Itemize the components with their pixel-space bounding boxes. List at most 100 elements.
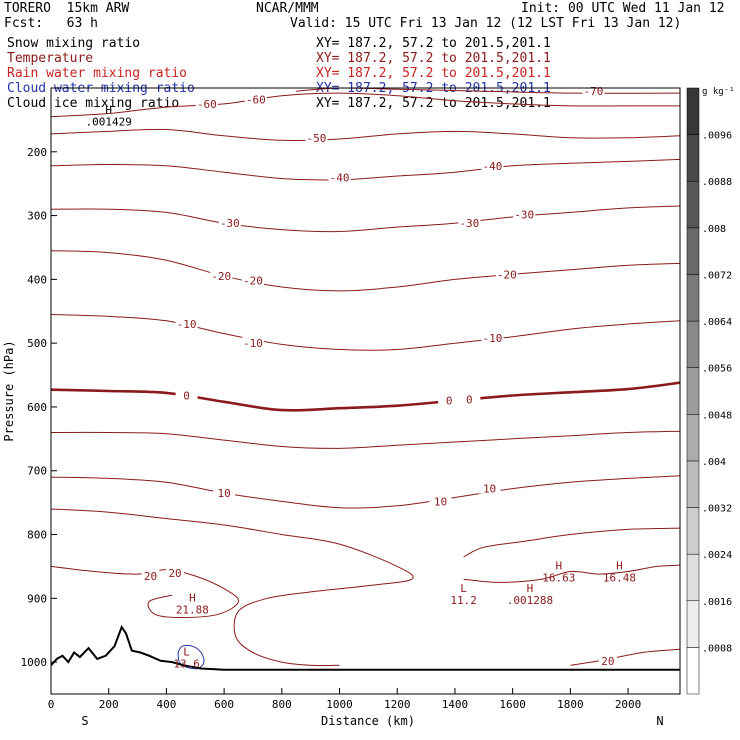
colorbar-swatch [686,647,700,695]
y-tick-label: 900 [27,592,47,605]
isotherm-label-bg [598,654,617,666]
isotherm-label-bg [210,270,233,282]
isotherm-label: -30 [220,217,240,230]
extremum-value: 16.63 [542,572,575,585]
isotherm-label: 20 [601,655,614,668]
isotherm-label: -50 [307,132,327,145]
y-tick-label: 1000 [21,656,48,669]
isotherm-label-bg [481,332,504,344]
colorbar-label: .0048 [702,410,732,421]
field-temp-name: Temperature [7,51,94,66]
colorbar-swatch [686,274,700,322]
isotherm-label-bg [241,274,264,286]
colorbar-label: .0024 [702,550,732,561]
extremum-marker: H [527,582,534,595]
field-rain-xy: XY= 187.2, 57.2 to 201.5,201.1 [316,66,551,81]
y-tick-label: 700 [27,465,47,478]
y-tick-label: 600 [27,401,47,414]
extremum-marker: H [189,592,196,605]
colorbar: .0008 .0016 .0024 .0032 .004 .0048 .0056 .0064.… [686,87,735,695]
isotherm-label: -20 [211,270,231,283]
colorbar-label: .0096 [702,131,732,142]
isotherm-label: 0 [466,393,473,406]
colorbar-label: .0016 [702,597,732,608]
y-tick-label: 500 [27,337,47,350]
isotherm-label: -60 [197,98,217,111]
isotherm-label: -10 [243,337,263,350]
x-tick-label: 600 [214,698,234,711]
field-snow-name: Snow mixing ratio [7,36,141,51]
y-tick-label: 200 [27,146,47,159]
isotherm-label-bg [141,569,160,581]
plot-frame [50,87,681,695]
y-tick-label: 800 [27,529,47,542]
isotherm-label-bg [175,318,198,330]
colorbar-swatch [686,553,700,602]
warm-isotherm-line [570,648,681,666]
model-name: TORERO 15km ARW [4,1,130,16]
isotherm-label: -10 [483,332,503,345]
direction-north: N [656,714,663,728]
isotherm-line [50,250,681,292]
isotherm-label-bg [458,217,481,229]
extremum-value: 21.88 [176,604,209,617]
extremum-value: 13.6 [173,658,200,671]
field-cloudice-name: Cloud ice mixing ratio [7,96,180,111]
x-tick-label: 1000 [326,698,353,711]
isotherm-label-bg [429,495,452,507]
isotherm-label-bg [305,131,328,143]
warm-isotherm-line [463,564,681,583]
warm-isotherm-line [50,565,240,619]
colorbar-label: .0008 [702,643,732,654]
isotherm-layer [50,87,681,670]
colorbar-unit: g kg⁻¹ [702,87,735,97]
direction-south: S [81,714,88,728]
x-tick-label: 400 [156,698,176,711]
warm-isotherm-line [50,508,414,667]
terrain-layer [50,624,680,671]
isotherm-label: 10 [483,483,496,496]
isotherm-label-bg [495,268,518,280]
colorbar-swatch [686,134,700,182]
colorbar-swatch [686,87,700,135]
terrain-line [50,624,680,671]
isotherm-label-bg [218,217,241,229]
colorbar-label: .0064 [702,317,732,328]
isotherm-line [296,87,681,94]
isotherm-label-bg [513,208,536,220]
valid-time: Valid: 15 UTC Fri 13 Jan 12 (12 LST Fri … [290,16,682,31]
extremum-marker: L [460,582,467,595]
colorbar-swatch [686,227,700,275]
extremum-value: .001288 [507,594,553,607]
isotherm-label-bg [582,85,605,97]
isotherm-label-bg [478,482,501,494]
isotherm-label-bg [458,393,481,405]
org-name: NCAR/MMM [256,1,319,16]
isotherm-label-bg [481,159,504,171]
extremum-value: 16.48 [603,572,636,585]
isotherm-label: -40 [330,171,350,184]
isotherm-label: 10 [217,487,230,500]
x-tick-label: 200 [99,698,119,711]
x-tick-label: 800 [272,698,292,711]
isotherm-line [50,430,681,449]
isotherm-line [50,128,681,141]
axes-layer: 0 200 400 600 800 1000 1200 1400 1600 1800 2000200… [21,146,642,711]
isotherm-label: 10 [434,495,447,508]
colorbar-label: .0056 [702,364,732,375]
field-temp-xy: XY= 187.2, 57.2 to 201.5,201.1 [316,51,551,66]
isotherm-label: 20 [168,567,181,580]
isotherm-label: -60 [246,93,266,106]
isotherm-label-bg [195,97,218,109]
x-tick-label: 1800 [557,698,584,711]
isotherm-line [50,92,680,118]
isotherm-label-bg [213,487,236,499]
isotherm-label-bg [241,337,264,349]
field-cloudice-xy: XY= 187.2, 57.2 to 201.5,201.1 [316,96,551,111]
colorbar-swatch [686,367,700,415]
colorbar-swatch [686,600,700,648]
init-time: Init: 00 UTC Wed 11 Jan 12 [521,1,725,16]
isotherm-label: -20 [497,268,517,281]
isotherm-label-bg [328,171,351,183]
